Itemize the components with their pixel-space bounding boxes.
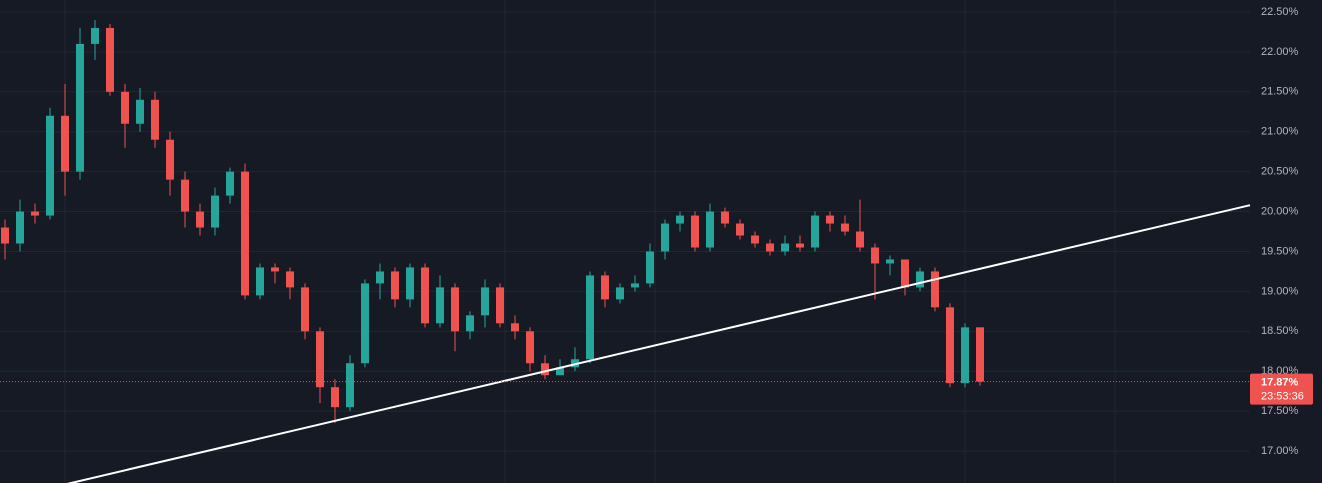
candle-body	[586, 275, 594, 360]
candle-body	[301, 287, 309, 332]
candle-body	[271, 267, 279, 272]
candle-body	[511, 323, 519, 332]
candle-body	[526, 331, 534, 364]
candle-body	[106, 27, 114, 92]
candle-body	[316, 331, 324, 388]
candle-body	[931, 271, 939, 308]
candle-body	[856, 231, 864, 248]
candle-body	[331, 387, 339, 408]
y-tick-label: 18.50%	[1261, 325, 1299, 337]
candle-body	[361, 283, 369, 364]
candle-body	[151, 99, 159, 140]
candle-body	[841, 223, 849, 232]
candle-body	[121, 91, 129, 124]
candle-body	[196, 211, 204, 228]
y-tick-label: 17.50%	[1261, 405, 1299, 417]
candle-body	[451, 287, 459, 332]
candle-body	[676, 215, 684, 224]
candle-body	[796, 243, 804, 248]
candle-body	[886, 259, 894, 264]
candle-body	[976, 327, 984, 382]
last-price-box	[1250, 373, 1313, 405]
candle-body	[661, 223, 669, 252]
candle-body	[781, 243, 789, 252]
candle-body	[916, 271, 924, 288]
y-tick-label: 20.50%	[1261, 166, 1299, 178]
y-tick-label: 17.00%	[1261, 445, 1299, 457]
candle-body	[421, 267, 429, 324]
candle-body	[946, 307, 954, 384]
last-price-label: 17.87%	[1261, 377, 1299, 389]
candle-body	[631, 283, 639, 288]
candle-body	[181, 179, 189, 212]
candle-body	[286, 271, 294, 288]
candle-body	[436, 287, 444, 324]
candle-body	[691, 215, 699, 248]
candle-body	[211, 195, 219, 228]
y-tick-label: 22.00%	[1261, 46, 1299, 58]
candle-body	[391, 271, 399, 300]
candle-body	[496, 287, 504, 324]
candle-body	[166, 139, 174, 180]
candle-body	[736, 223, 744, 236]
trendline	[66, 204, 1251, 483]
y-tick-label: 21.50%	[1261, 86, 1299, 98]
candle-body	[601, 275, 609, 300]
countdown: 23:53:36	[1261, 391, 1304, 403]
candle-body	[826, 215, 834, 224]
candle-body	[541, 363, 549, 376]
candle-body	[751, 235, 759, 244]
candle-body	[556, 367, 564, 376]
candle-body	[1, 227, 9, 244]
candle-body	[61, 115, 69, 172]
vertical-grid	[64, 0, 1116, 483]
candle-body	[241, 171, 249, 296]
candle-body	[706, 211, 714, 248]
y-tick-label: 22.50%	[1261, 6, 1299, 18]
candle-body	[256, 267, 264, 296]
candle-body	[46, 115, 54, 216]
candle-body	[811, 215, 819, 248]
y-tick-label: 19.00%	[1261, 285, 1299, 297]
candle-body	[346, 363, 354, 408]
candle-body	[31, 211, 39, 216]
candle-body	[871, 247, 879, 264]
candle-body	[376, 271, 384, 284]
candle-body	[466, 315, 474, 332]
candle-body	[766, 243, 774, 252]
candle-body	[721, 211, 729, 224]
candle-body	[616, 287, 624, 300]
candle-body	[16, 211, 24, 244]
y-tick-label: 19.50%	[1261, 245, 1299, 257]
candle-body	[136, 99, 144, 124]
candle-body	[226, 171, 234, 196]
candle-body	[76, 43, 84, 172]
candle-body	[406, 267, 414, 300]
candle-body	[646, 251, 654, 284]
candle-body	[961, 327, 969, 384]
y-tick-label: 20.00%	[1261, 205, 1299, 217]
candle-body	[481, 287, 489, 316]
candle-body	[901, 259, 909, 288]
y-tick-label: 21.00%	[1261, 126, 1299, 138]
candle-body	[91, 27, 99, 44]
